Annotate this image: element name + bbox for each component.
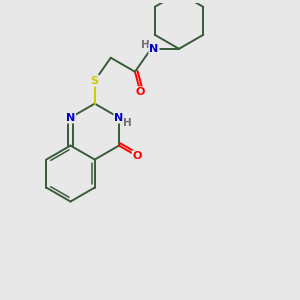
Text: N: N [149,44,159,54]
Text: O: O [133,151,142,161]
Text: N: N [66,112,75,123]
Text: N: N [114,112,124,123]
Text: H: H [141,40,150,50]
Text: H: H [123,118,132,128]
Text: O: O [136,87,145,97]
Text: S: S [91,76,99,86]
